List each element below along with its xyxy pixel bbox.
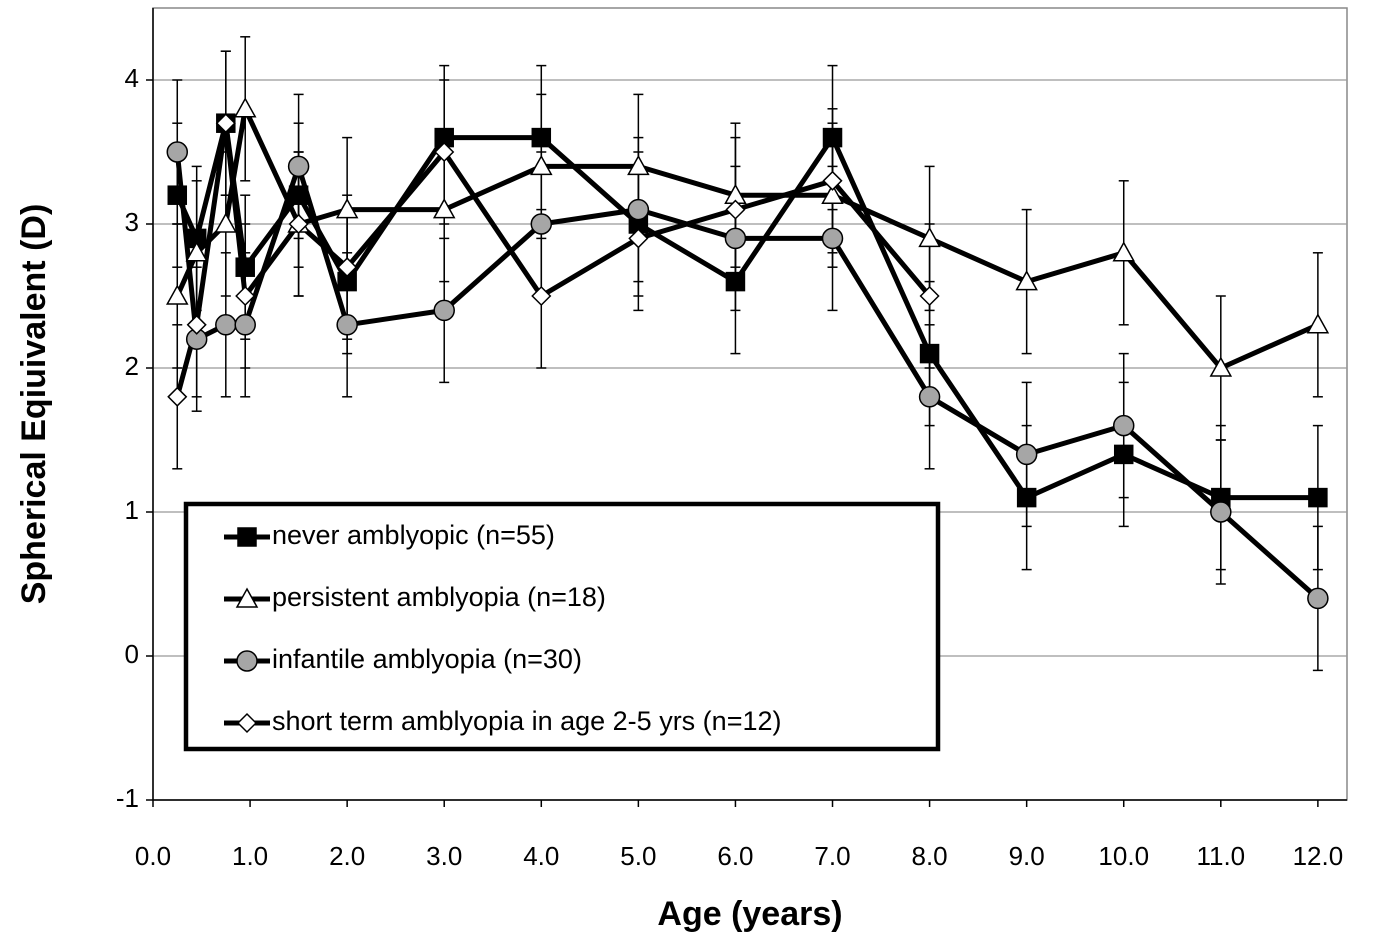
marker	[1015, 270, 1038, 291]
marker	[531, 127, 552, 148]
x-axis-title: Age (years)	[657, 895, 842, 933]
marker	[337, 257, 358, 278]
marker	[167, 185, 188, 205]
marker	[235, 285, 256, 307]
marker	[821, 227, 844, 250]
legend-label: short term amblyopia in age 2-5 yrs (n=1…	[272, 706, 781, 736]
y-tick-label: -1	[116, 783, 139, 813]
x-tick-label: 6.0	[717, 841, 753, 871]
marker	[530, 213, 553, 235]
marker	[821, 183, 844, 204]
x-tick-label: 12.0	[1293, 841, 1344, 871]
marker	[287, 155, 310, 178]
marker	[725, 271, 746, 292]
legend-box	[183, 501, 941, 752]
marker	[185, 241, 208, 262]
y-tick-label: 3	[125, 207, 139, 237]
x-tick-label: 10.0	[1098, 841, 1149, 871]
y-tick-label: 4	[125, 63, 139, 93]
marker	[215, 113, 236, 134]
marker	[628, 228, 649, 249]
marker	[433, 299, 455, 322]
y-tick-label: 2	[125, 351, 139, 381]
series-line	[174, 106, 1319, 371]
x-tick-label: 4.0	[523, 841, 559, 871]
marker	[288, 185, 309, 205]
legend: never amblyopic (n=55) persistent amblyop…	[183, 501, 941, 752]
marker	[725, 199, 746, 220]
legend-label: never amblyopic (n=55)	[272, 520, 555, 550]
marker	[236, 650, 258, 672]
marker	[167, 386, 188, 407]
marker	[335, 198, 359, 219]
marker	[166, 141, 189, 163]
marker	[1209, 356, 1233, 377]
x-tick-label: 2.0	[329, 841, 365, 871]
marker	[822, 127, 843, 148]
marker	[234, 314, 256, 336]
marker	[919, 285, 940, 307]
marker	[432, 198, 456, 219]
x-tick-label: 3.0	[426, 841, 462, 871]
marker	[918, 386, 941, 408]
marker	[434, 141, 455, 163]
x-tick-label: 7.0	[814, 841, 850, 871]
marker	[918, 226, 941, 248]
x-tick-label: 11.0	[1196, 841, 1245, 871]
marker	[233, 97, 257, 118]
marker	[627, 154, 650, 176]
y-axis-title: Spherical Eqiuivalent (D)	[15, 204, 53, 605]
marker	[235, 587, 259, 608]
marker	[165, 284, 189, 305]
marker	[1113, 444, 1134, 465]
marker	[919, 343, 940, 364]
marker	[1308, 487, 1328, 508]
marker	[1112, 241, 1136, 262]
marker	[822, 170, 843, 191]
marker	[1015, 443, 1038, 466]
marker	[186, 314, 207, 335]
x-tick-label: 1.0	[232, 841, 268, 871]
y-tick-label: 1	[125, 495, 139, 525]
marker	[724, 227, 747, 250]
marker	[627, 198, 650, 221]
marker	[288, 213, 309, 235]
marker	[336, 314, 358, 336]
marker	[530, 154, 553, 176]
marker	[235, 257, 255, 277]
marker	[215, 314, 237, 336]
marker	[1307, 587, 1329, 610]
marker	[236, 712, 258, 734]
marker	[1112, 414, 1135, 437]
legend-label: infantile amblyopia (n=30)	[272, 644, 582, 674]
x-tick-label: 0.0	[135, 841, 171, 871]
marker	[1210, 501, 1232, 523]
series-line	[174, 120, 932, 398]
x-tick-label: 8.0	[912, 841, 948, 871]
marker	[214, 212, 238, 233]
marker	[1306, 313, 1330, 334]
y-tick-label: 0	[125, 639, 139, 669]
x-tick-label: 9.0	[1009, 841, 1045, 871]
marker	[237, 527, 257, 547]
x-tick-label: 5.0	[620, 841, 656, 871]
marker	[531, 285, 552, 307]
marker	[1016, 487, 1037, 508]
legend-label: persistent amblyopia (n=18)	[272, 582, 606, 612]
